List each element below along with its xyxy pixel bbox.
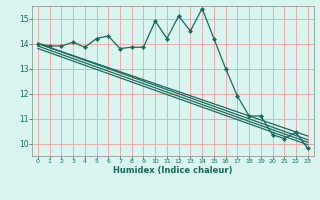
X-axis label: Humidex (Indice chaleur): Humidex (Indice chaleur) bbox=[113, 166, 233, 175]
